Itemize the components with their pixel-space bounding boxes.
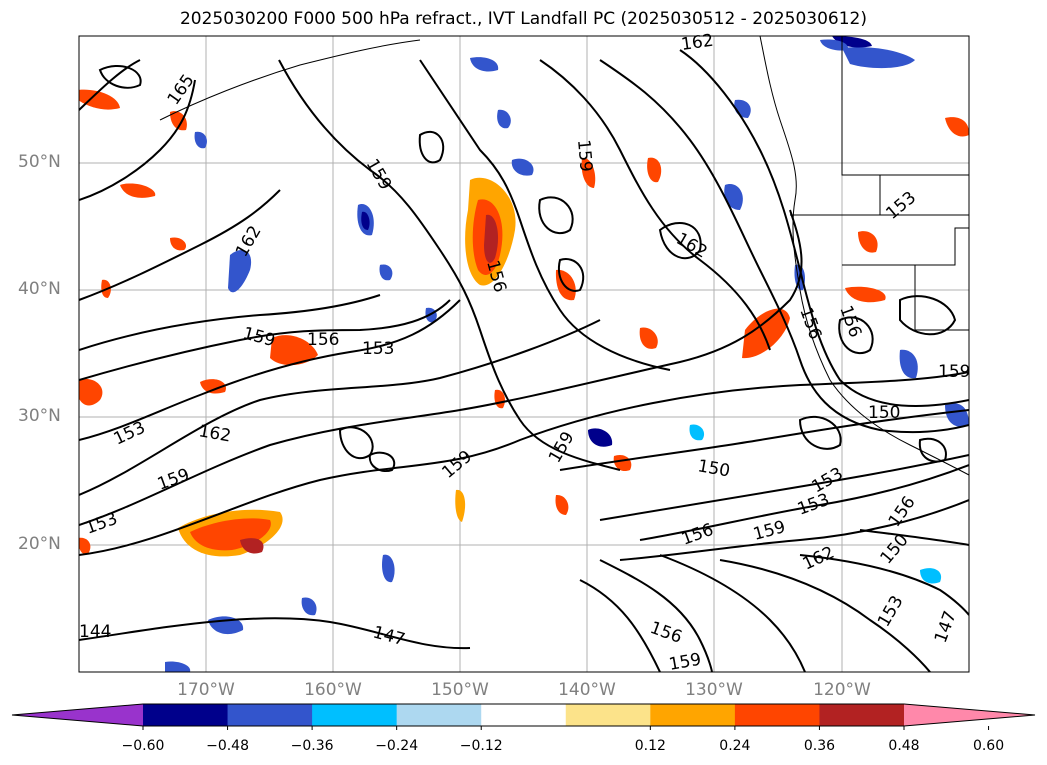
lat-label: 20°N: [18, 534, 61, 554]
refractivity-contours: [79, 49, 969, 672]
colorbar: [11, 703, 1036, 730]
contour-label: 153: [362, 339, 394, 359]
map-frame: [78, 35, 970, 673]
lon-label: 140°W: [558, 680, 616, 700]
colorbar-tick-label: −0.36: [290, 738, 334, 754]
lat-label: 40°N: [18, 279, 61, 299]
lat-label: 30°N: [18, 406, 61, 426]
colorbar-bin: [481, 704, 567, 726]
colorbar-extend-high: [904, 704, 1035, 726]
lon-label: 170°W: [177, 680, 235, 700]
colorbar-bin: [227, 704, 313, 726]
contour-label: 144: [79, 622, 111, 642]
contour-label: 156: [307, 330, 339, 350]
contour-label: 159: [573, 139, 596, 173]
map-title: 2025030200 F000 500 hPa refract., IVT La…: [179, 9, 867, 29]
lon-label: 130°W: [685, 680, 743, 700]
colorbar-bin: [396, 704, 482, 726]
colorbar-bin: [312, 704, 398, 726]
lon-label: 120°W: [813, 680, 871, 700]
contour-label: 150: [868, 403, 900, 423]
positive-anomaly-fills: [79, 89, 969, 557]
colorbar-tick-label: −0.48: [206, 738, 249, 754]
lon-label: 160°W: [304, 680, 362, 700]
colorbar-tick-label: −0.24: [375, 738, 419, 754]
coastlines: [159, 36, 969, 476]
colorbar-tick-label: 0.24: [719, 738, 751, 754]
lon-label: 150°W: [431, 680, 489, 700]
colorbar-tick-label: 0.36: [803, 738, 836, 754]
colorbar-tick-label: −0.12: [459, 738, 503, 754]
lat-label: 50°N: [18, 152, 61, 172]
colorbar-tick-label: 0.12: [634, 738, 666, 754]
negative-anomaly-fills: [165, 36, 969, 672]
colorbar-bin: [143, 704, 229, 726]
contour-label: 159: [938, 362, 970, 382]
colorbar-bin: [650, 704, 736, 726]
colorbar-extend-low: [12, 704, 143, 726]
contour-label: 162: [680, 31, 715, 55]
colorbar-bin: [565, 704, 651, 726]
colorbar-bin: [734, 704, 820, 726]
colorbar-tick-label: −0.60: [121, 738, 165, 754]
colorbar-tick-label: 0.48: [888, 738, 920, 754]
colorbar-tick-label: 0.60: [972, 738, 1005, 754]
colorbar-bin: [819, 704, 905, 726]
